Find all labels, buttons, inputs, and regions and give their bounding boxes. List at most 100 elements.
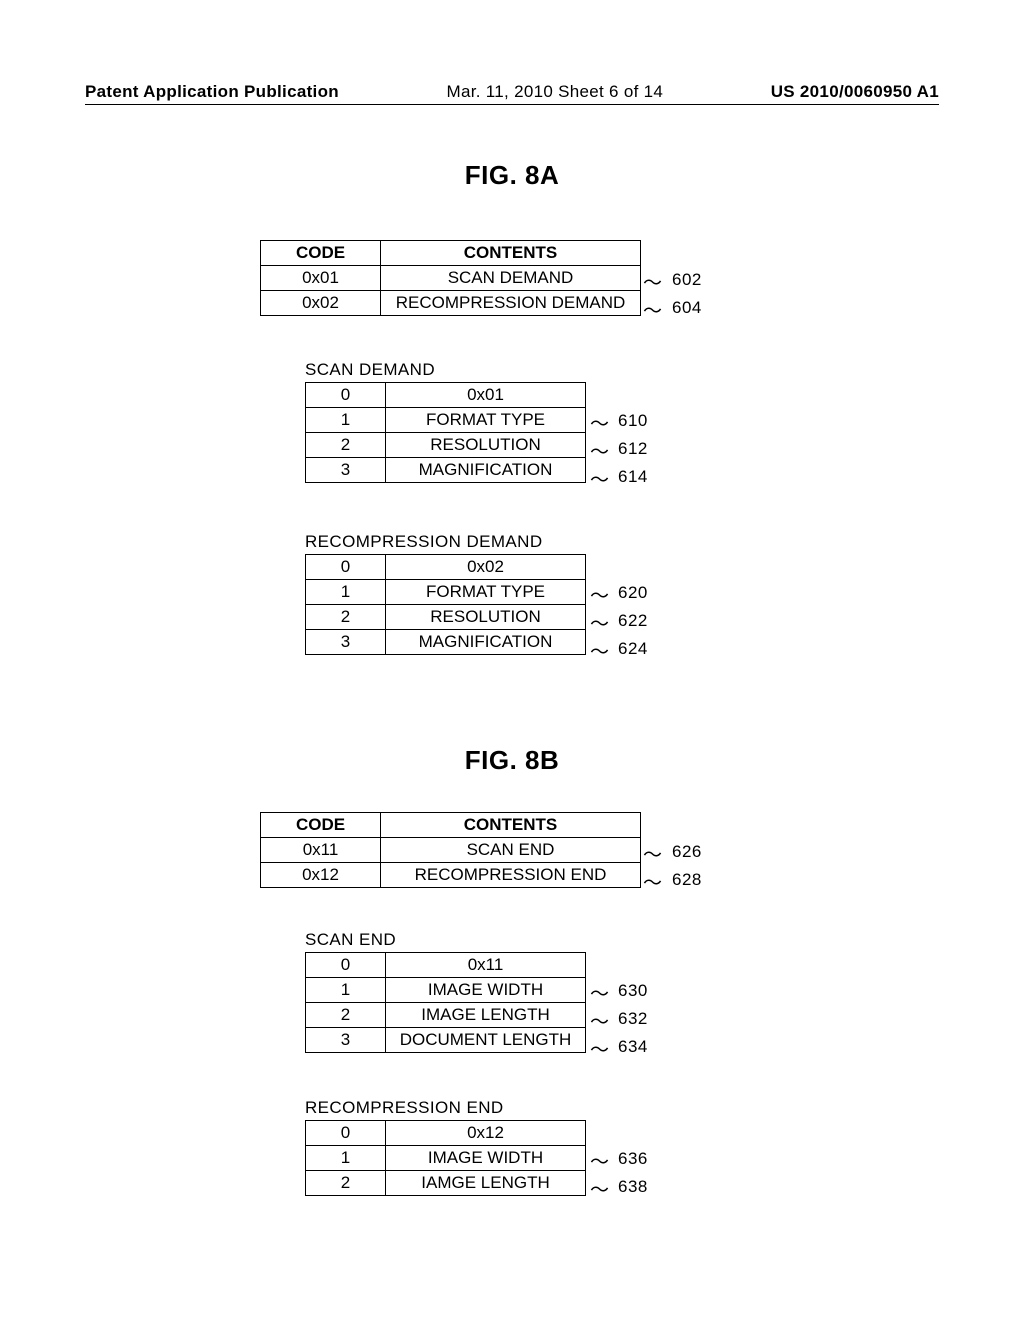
table-row: 3MAGNIFICATION bbox=[306, 630, 586, 655]
leader-icon: ～ bbox=[590, 609, 609, 636]
header-mid: Mar. 11, 2010 Sheet 6 of 14 bbox=[446, 82, 663, 102]
col-code: CODE bbox=[261, 813, 381, 838]
scan-end-table: 00x11 1IMAGE WIDTH 2IMAGE LENGTH 3DOCUME… bbox=[305, 952, 586, 1053]
cell-val: IMAGE WIDTH bbox=[386, 1146, 586, 1171]
ref-628: 628 bbox=[672, 870, 702, 890]
fig8b-code-table: CODE CONTENTS 0x11 SCAN END 0x12 RECOMPR… bbox=[260, 812, 641, 888]
leader-icon: ～ bbox=[590, 1035, 609, 1062]
ref-626: 626 bbox=[672, 842, 702, 862]
table-row: 2IMAGE LENGTH bbox=[306, 1003, 586, 1028]
cell-idx: 1 bbox=[306, 408, 386, 433]
cell-val: IMAGE WIDTH bbox=[386, 978, 586, 1003]
cell-idx: 2 bbox=[306, 1003, 386, 1028]
table-row: 3MAGNIFICATION bbox=[306, 458, 586, 483]
table-row: 00x11 bbox=[306, 953, 586, 978]
leader-icon: ～ bbox=[590, 1147, 609, 1174]
cell-idx: 0 bbox=[306, 953, 386, 978]
cell-val: 0x02 bbox=[386, 555, 586, 580]
ref-612: 612 bbox=[618, 439, 648, 459]
leader-icon: ～ bbox=[590, 409, 609, 436]
cell-contents: SCAN DEMAND bbox=[381, 266, 641, 291]
table-row: 1FORMAT TYPE bbox=[306, 580, 586, 605]
page: Patent Application Publication Mar. 11, … bbox=[0, 0, 1024, 1320]
table-row: 00x01 bbox=[306, 383, 586, 408]
cell-idx: 1 bbox=[306, 978, 386, 1003]
cell-val: RESOLUTION bbox=[386, 433, 586, 458]
table-row: 2RESOLUTION bbox=[306, 605, 586, 630]
header-right: US 2010/0060950 A1 bbox=[771, 82, 939, 102]
cell-val: IMAGE LENGTH bbox=[386, 1003, 586, 1028]
cell-idx: 3 bbox=[306, 1028, 386, 1053]
ref-632: 632 bbox=[618, 1009, 648, 1029]
cell-val: 0x12 bbox=[386, 1121, 586, 1146]
ref-610: 610 bbox=[618, 411, 648, 431]
leader-icon: ～ bbox=[643, 296, 662, 323]
page-header: Patent Application Publication Mar. 11, … bbox=[85, 82, 939, 102]
cell-val: MAGNIFICATION bbox=[386, 458, 586, 483]
leader-icon: ～ bbox=[590, 1175, 609, 1202]
cell-val: 0x01 bbox=[386, 383, 586, 408]
table-row: 0x01 SCAN DEMAND bbox=[261, 266, 641, 291]
cell-code: 0x02 bbox=[261, 291, 381, 316]
ref-622: 622 bbox=[618, 611, 648, 631]
cell-val: RESOLUTION bbox=[386, 605, 586, 630]
ref-620: 620 bbox=[618, 583, 648, 603]
cell-code: 0x01 bbox=[261, 266, 381, 291]
cell-idx: 2 bbox=[306, 433, 386, 458]
col-contents: CONTENTS bbox=[381, 813, 641, 838]
cell-idx: 2 bbox=[306, 605, 386, 630]
cell-idx: 3 bbox=[306, 458, 386, 483]
header-rule bbox=[85, 104, 939, 105]
table-row: 3DOCUMENT LENGTH bbox=[306, 1028, 586, 1053]
cell-idx: 2 bbox=[306, 1171, 386, 1196]
table-row: 1IMAGE WIDTH bbox=[306, 1146, 586, 1171]
cell-idx: 1 bbox=[306, 580, 386, 605]
table-row: 0x11 SCAN END bbox=[261, 838, 641, 863]
leader-icon: ～ bbox=[590, 1007, 609, 1034]
recompression-demand-title: RECOMPRESSION DEMAND bbox=[305, 532, 543, 552]
cell-val: FORMAT TYPE bbox=[386, 408, 586, 433]
recompression-end-title: RECOMPRESSION END bbox=[305, 1098, 504, 1118]
fig-8b-title: FIG. 8B bbox=[0, 745, 1024, 776]
cell-contents: RECOMPRESSION DEMAND bbox=[381, 291, 641, 316]
ref-630: 630 bbox=[618, 981, 648, 1001]
table-row: 1IMAGE WIDTH bbox=[306, 978, 586, 1003]
leader-icon: ～ bbox=[590, 465, 609, 492]
recompression-end-table: 00x12 1IMAGE WIDTH 2IAMGE LENGTH bbox=[305, 1120, 586, 1196]
scan-demand-table: 00x01 1FORMAT TYPE 2RESOLUTION 3MAGNIFIC… bbox=[305, 382, 586, 483]
leader-icon: ～ bbox=[590, 581, 609, 608]
table-row: 1FORMAT TYPE bbox=[306, 408, 586, 433]
cell-val: FORMAT TYPE bbox=[386, 580, 586, 605]
ref-634: 634 bbox=[618, 1037, 648, 1057]
cell-contents: RECOMPRESSION END bbox=[381, 863, 641, 888]
table-row: 00x02 bbox=[306, 555, 586, 580]
ref-604: 604 bbox=[672, 298, 702, 318]
cell-code: 0x11 bbox=[261, 838, 381, 863]
ref-636: 636 bbox=[618, 1149, 648, 1169]
recompression-demand-table: 00x02 1FORMAT TYPE 2RESOLUTION 3MAGNIFIC… bbox=[305, 554, 586, 655]
ref-624: 624 bbox=[618, 639, 648, 659]
col-contents: CONTENTS bbox=[381, 241, 641, 266]
cell-idx: 0 bbox=[306, 383, 386, 408]
cell-idx: 0 bbox=[306, 1121, 386, 1146]
cell-val: MAGNIFICATION bbox=[386, 630, 586, 655]
table-row: 00x12 bbox=[306, 1121, 586, 1146]
leader-icon: ～ bbox=[643, 840, 662, 867]
leader-icon: ～ bbox=[590, 437, 609, 464]
scan-end-title: SCAN END bbox=[305, 930, 396, 950]
ref-614: 614 bbox=[618, 467, 648, 487]
leader-icon: ～ bbox=[590, 979, 609, 1006]
cell-idx: 3 bbox=[306, 630, 386, 655]
leader-icon: ～ bbox=[643, 268, 662, 295]
col-code: CODE bbox=[261, 241, 381, 266]
table-row: 2RESOLUTION bbox=[306, 433, 586, 458]
header-left: Patent Application Publication bbox=[85, 82, 339, 102]
table-row: 0x02 RECOMPRESSION DEMAND bbox=[261, 291, 641, 316]
ref-602: 602 bbox=[672, 270, 702, 290]
table-row: 0x12 RECOMPRESSION END bbox=[261, 863, 641, 888]
fig-8a-title: FIG. 8A bbox=[0, 160, 1024, 191]
leader-icon: ～ bbox=[643, 868, 662, 895]
cell-code: 0x12 bbox=[261, 863, 381, 888]
fig8a-code-table: CODE CONTENTS 0x01 SCAN DEMAND 0x02 RECO… bbox=[260, 240, 641, 316]
cell-val: DOCUMENT LENGTH bbox=[386, 1028, 586, 1053]
